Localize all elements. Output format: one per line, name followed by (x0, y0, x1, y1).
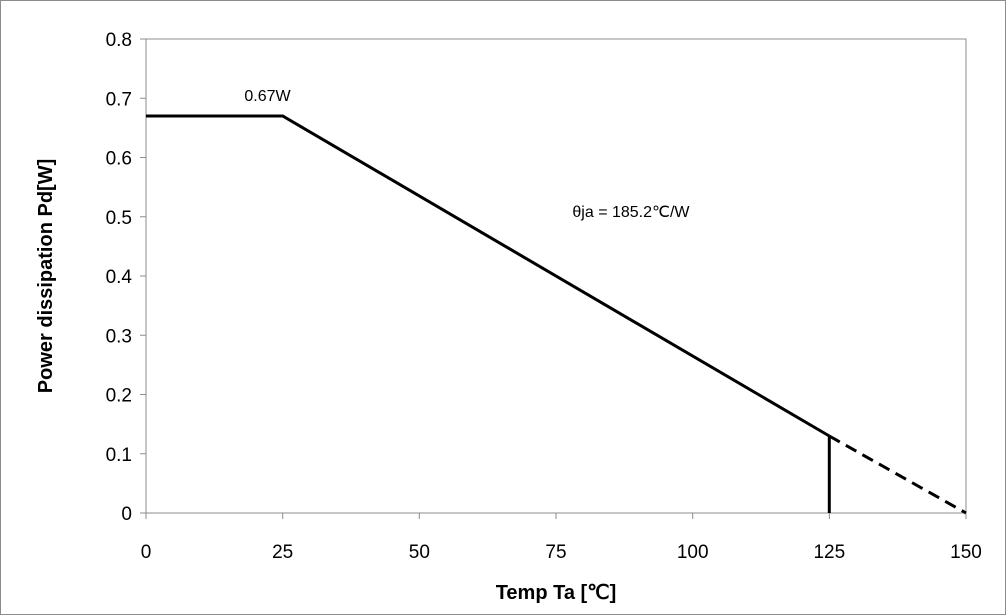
y-axis-title: Power dissipation Pd[W] (35, 159, 57, 393)
annotation-label: 0.67W (244, 88, 291, 105)
y-tick-label: 0.2 (106, 386, 132, 407)
x-tick-label: 50 (409, 542, 430, 563)
annotations-group: 0.67W θja = 185.2℃/W (244, 88, 690, 221)
y-tick-label: 0.6 (106, 149, 132, 170)
y-tick-label: 0.8 (106, 30, 132, 51)
x-tick-label: 75 (545, 542, 566, 563)
annotation-label: θja = 185.2℃/W (572, 204, 690, 221)
x-axis-ticks: 0 25 50 75 100 125 150 (141, 513, 982, 563)
y-tick-label: 0.1 (106, 445, 132, 466)
y-axis-ticks: 0 0.1 0.2 0.3 0.4 0.5 0.6 0.7 0.8 (106, 30, 146, 525)
series-line-0 (146, 114, 831, 438)
y-tick-label: 0.5 (106, 208, 132, 229)
y-tick-label: 0 (121, 504, 132, 525)
x-tick-label: 100 (677, 542, 709, 563)
x-axis-title: Temp Ta [℃] (496, 582, 617, 604)
x-tick-label: 150 (950, 542, 982, 563)
y-tick-label: 0.7 (106, 89, 132, 110)
series-group (146, 114, 967, 515)
y-tick-label: 0.4 (106, 267, 133, 288)
y-tick-label: 0.3 (106, 326, 132, 347)
series-line-1 (828, 434, 967, 515)
x-tick-label: 0 (141, 542, 152, 563)
x-tick-label: 125 (813, 542, 845, 563)
x-tick-label: 25 (272, 542, 293, 563)
